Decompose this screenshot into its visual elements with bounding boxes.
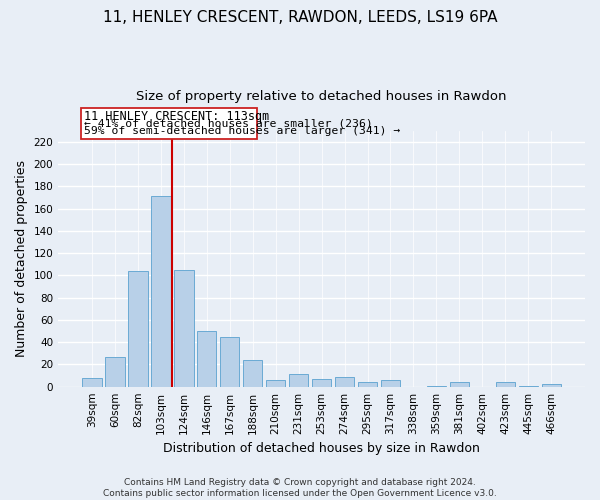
Bar <box>496 382 515 386</box>
Bar <box>381 380 400 386</box>
Bar <box>151 196 170 386</box>
Bar <box>542 384 561 386</box>
Text: ← 41% of detached houses are smaller (236): ← 41% of detached houses are smaller (23… <box>84 118 373 128</box>
Text: 11 HENLEY CRESCENT: 113sqm: 11 HENLEY CRESCENT: 113sqm <box>84 110 269 123</box>
Bar <box>449 382 469 386</box>
Text: 11, HENLEY CRESCENT, RAWDON, LEEDS, LS19 6PA: 11, HENLEY CRESCENT, RAWDON, LEEDS, LS19… <box>103 10 497 25</box>
FancyBboxPatch shape <box>81 108 257 140</box>
Bar <box>174 270 194 386</box>
Text: Contains HM Land Registry data © Crown copyright and database right 2024.
Contai: Contains HM Land Registry data © Crown c… <box>103 478 497 498</box>
Text: 59% of semi-detached houses are larger (341) →: 59% of semi-detached houses are larger (… <box>84 126 401 136</box>
Bar <box>105 356 125 386</box>
Y-axis label: Number of detached properties: Number of detached properties <box>15 160 28 357</box>
Bar <box>358 382 377 386</box>
Bar <box>128 271 148 386</box>
Bar <box>197 331 217 386</box>
Bar <box>243 360 262 386</box>
Bar <box>335 376 355 386</box>
Bar <box>266 380 286 386</box>
Bar <box>312 379 331 386</box>
X-axis label: Distribution of detached houses by size in Rawdon: Distribution of detached houses by size … <box>163 442 480 455</box>
Bar <box>220 336 239 386</box>
Title: Size of property relative to detached houses in Rawdon: Size of property relative to detached ho… <box>136 90 507 103</box>
Bar <box>289 374 308 386</box>
Bar <box>82 378 101 386</box>
